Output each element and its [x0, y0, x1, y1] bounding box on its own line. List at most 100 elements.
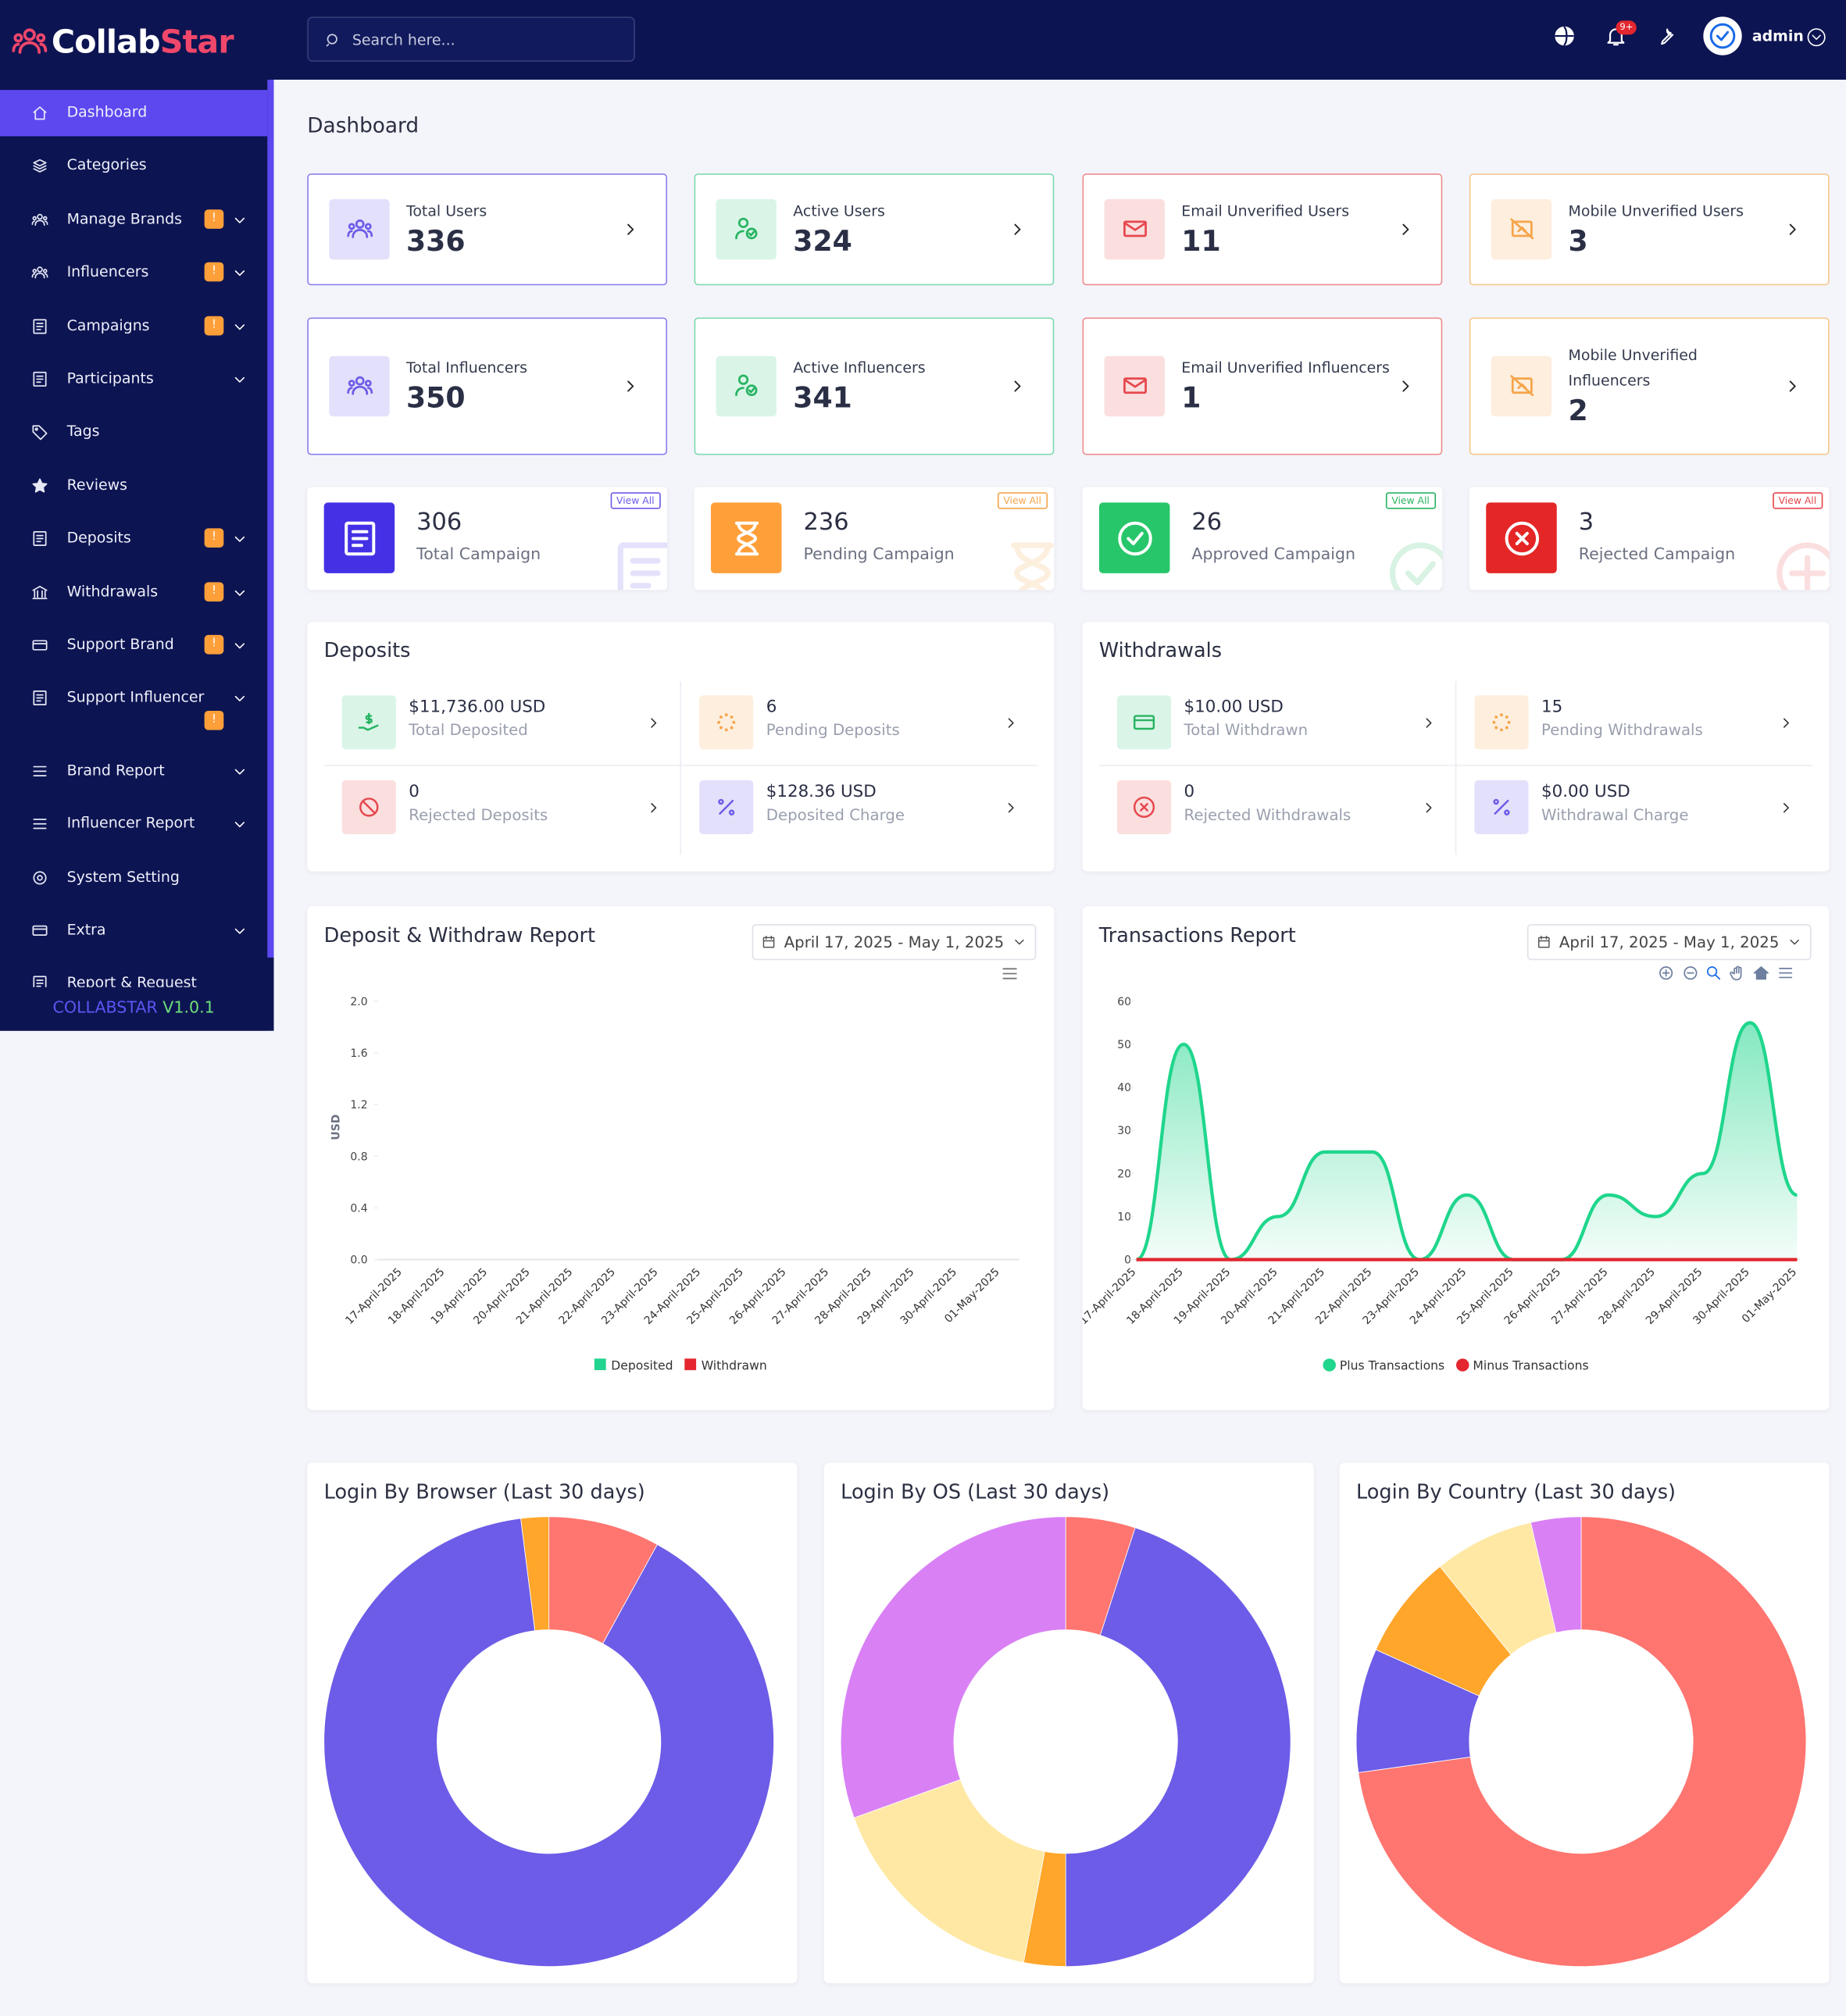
icon-part	[32, 426, 48, 441]
nav-item[interactable]: Withdrawals!	[0, 569, 267, 615]
chart-menu	[1002, 968, 1017, 979]
nav-badge: !	[204, 209, 224, 229]
finance-item[interactable]: 0 Rejected Withdrawals	[1099, 766, 1455, 850]
submenu-toggle	[234, 537, 245, 543]
finance-item[interactable]: 15 Pending Withdrawals	[1456, 681, 1812, 765]
icon-part	[1123, 377, 1147, 394]
view-all-link[interactable]: View All	[997, 492, 1048, 509]
avatar[interactable]	[1703, 16, 1742, 55]
finance-item[interactable]: 0 Rejected Deposits	[324, 766, 680, 850]
finance-label: Rejected Withdrawals	[1184, 805, 1351, 824]
stat-card[interactable]: Active Influencers 341	[694, 317, 1055, 455]
nav-item[interactable]: Manage Brands!	[0, 196, 267, 242]
nav-label: Extra	[66, 920, 106, 939]
stat-card[interactable]: Active Users 324	[694, 173, 1055, 286]
icon	[344, 520, 375, 555]
finance-item[interactable]: $11,736.00 USD Total Deposited	[324, 681, 680, 765]
user-name[interactable]: admin	[1751, 27, 1804, 45]
nav-item[interactable]: System Setting	[0, 855, 267, 901]
icon-part	[734, 230, 744, 240]
nav-item[interactable]: Report & Request	[0, 961, 267, 1007]
finance-item[interactable]: $10.00 USD Total Withdrawn	[1099, 681, 1455, 765]
icon-part	[234, 643, 245, 649]
icon-part	[1509, 375, 1534, 397]
icon-part	[1426, 718, 1432, 728]
icon	[33, 765, 47, 776]
campaign-icon	[1098, 502, 1170, 573]
icon-part	[34, 219, 45, 226]
icon-part	[36, 535, 44, 543]
icon-part	[234, 822, 245, 828]
stat-label: Total Influencers	[405, 358, 528, 376]
nav-item[interactable]: Campaigns!	[0, 303, 267, 349]
finance-item[interactable]: $0.00 USD Withdrawal Charge	[1456, 766, 1812, 850]
nav-item[interactable]: Categories	[0, 143, 267, 189]
submenu-toggle	[234, 590, 245, 596]
icon-part	[364, 223, 371, 230]
date-range: April 17, 2025 - May 1, 2025	[1559, 933, 1780, 951]
campaign-label: Approved Campaign	[1191, 544, 1356, 563]
icon-part	[724, 713, 728, 717]
stat-value: 1	[1181, 382, 1202, 415]
submenu-toggle	[234, 217, 245, 223]
icon-part	[617, 542, 668, 591]
icon-part	[717, 720, 721, 724]
nav-item[interactable]: Influencer Report	[0, 801, 267, 847]
icon-part	[1709, 23, 1736, 49]
icon-part	[1784, 718, 1789, 728]
stat-card[interactable]: Email Unverified Users 11	[1082, 173, 1443, 286]
view-all-link[interactable]: View All	[1772, 492, 1823, 509]
icon-part	[762, 937, 775, 948]
search-box[interactable]: Search here...	[307, 16, 635, 62]
view-all-link[interactable]: View All	[1385, 492, 1437, 509]
stat-card[interactable]: Mobile Unverified Users 3	[1469, 173, 1830, 286]
nav-label: Influencer Report	[66, 813, 195, 832]
icon	[32, 478, 48, 493]
icon-part	[651, 718, 657, 728]
nav-label: Reviews	[66, 475, 127, 494]
stat-card[interactable]: Total Users 336	[307, 173, 668, 286]
report-panel: Deposit & Withdraw Report April 17, 2025 …	[307, 906, 1055, 1411]
finance-icon	[1474, 695, 1529, 750]
campaign-card[interactable]: 26 Approved Campaign View All	[1082, 487, 1443, 591]
finance-icon	[1474, 780, 1529, 834]
stat-card[interactable]: Total Influencers 350	[307, 317, 668, 455]
finance-icon	[1116, 695, 1172, 750]
stat-card[interactable]: Email Unverified Influencers 1	[1082, 317, 1443, 455]
campaign-card[interactable]: 236 Pending Campaign View All	[694, 487, 1055, 591]
nav-item[interactable]: Support Influencer!	[0, 676, 267, 731]
icon-part	[1123, 378, 1147, 388]
finance-item[interactable]: $128.36 USD Deposited Charge	[681, 766, 1037, 850]
nav-item[interactable]: Deposits!	[0, 516, 267, 562]
nav-item[interactable]: Participants	[0, 356, 267, 402]
stat-label: Mobile Unverified Influencers	[1568, 344, 1698, 389]
divider	[1455, 681, 1457, 855]
nav-item[interactable]: Extra	[0, 908, 267, 954]
nav-item[interactable]: Dashboard	[0, 90, 268, 137]
icon-part	[234, 590, 245, 596]
panel-title: Deposits	[323, 638, 411, 662]
submenu-toggle	[234, 376, 245, 383]
view-all-link[interactable]: View All	[609, 492, 661, 509]
campaign-card[interactable]: 306 Total Campaign View All	[307, 487, 668, 591]
nav-item[interactable]: Reviews	[0, 462, 267, 508]
nav-item[interactable]: Tags	[0, 409, 267, 455]
icon-part	[347, 223, 355, 230]
chart-tool	[1659, 966, 1673, 980]
icon-part	[234, 217, 245, 223]
nav-item[interactable]: Brand Report	[0, 748, 267, 794]
item-arrow	[1784, 803, 1789, 813]
nav-item[interactable]: Support Brand!	[0, 622, 267, 668]
date-picker[interactable]: April 17, 2025 - May 1, 2025	[752, 924, 1037, 961]
campaign-label: Total Campaign	[416, 544, 541, 563]
campaign-card[interactable]: 3 Rejected Campaign View All	[1469, 487, 1830, 591]
watermark-icon	[617, 542, 668, 591]
icon-part	[32, 925, 48, 936]
icon-part	[359, 797, 379, 817]
finance-item[interactable]: 6 Pending Deposits	[681, 681, 1037, 765]
card-arrow	[1014, 380, 1021, 391]
nav-item[interactable]: Influencers!	[0, 250, 267, 296]
date-picker[interactable]: April 17, 2025 - May 1, 2025	[1526, 924, 1812, 961]
stat-card[interactable]: Mobile Unverified Influencers 2	[1469, 317, 1830, 455]
icon-part	[42, 269, 48, 274]
